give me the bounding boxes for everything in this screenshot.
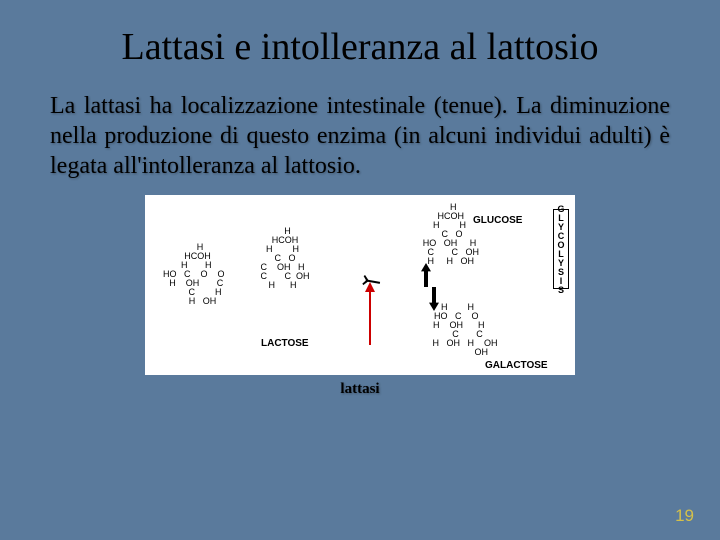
- chemistry-diagram: GLYCOLYSIS GLUCOSE LACTOSE GALACTOSE H H…: [145, 195, 575, 375]
- arrow-up-icon: [421, 263, 431, 287]
- slide: Lattasi e intolleranza al lattosio La la…: [0, 0, 720, 540]
- diagram-caption: lattasi: [50, 381, 670, 398]
- page-number: 19: [675, 506, 694, 526]
- slide-title: Lattasi e intolleranza al lattosio: [50, 25, 670, 69]
- molecule-glucose-topright: H HCOH H H C O HO OH H C C OH H H OH: [420, 203, 479, 266]
- lactose-label: LACTOSE: [261, 338, 309, 349]
- molecule-glucose-mid: H HCOH H H C O C OH H C C OH H H: [253, 227, 310, 290]
- glycolysis-label: GLYCOLYSIS: [553, 209, 569, 289]
- arrow-red-icon: [369, 290, 371, 345]
- glucose-label: GLUCOSE: [473, 215, 522, 226]
- galactose-label: GALACTOSE: [485, 360, 548, 371]
- slide-body: La lattasi ha localizzazione intestinale…: [50, 91, 670, 181]
- molecule-galactose-left: H HCOH H H HO C O O H OH C C H H OH: [163, 243, 225, 306]
- molecule-galactose-bottomright: H H HO C O H OH H C C H OH H OH OH: [415, 303, 498, 357]
